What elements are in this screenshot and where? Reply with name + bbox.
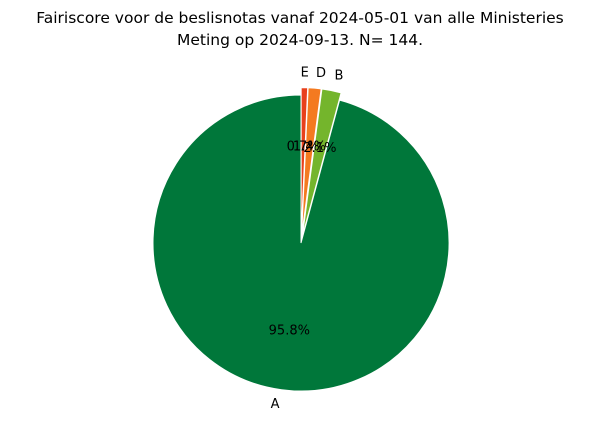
percent-label-e: 0.7% xyxy=(287,139,320,154)
pie-slices xyxy=(152,87,450,392)
percent-label-b: 2.1% xyxy=(303,141,336,156)
category-label-b: B xyxy=(334,69,343,84)
pie-labels: A 95.8% B 2.1% D 1.4% E 0.7% xyxy=(269,65,344,412)
chart-title-line-2: Meting op 2024-09-13. N= 144. xyxy=(176,31,424,49)
chart-title-line-1: Fairiscore voor de beslisnotas vanaf 202… xyxy=(36,9,564,27)
category-label-e: E xyxy=(301,65,309,80)
pie-slice-e xyxy=(300,87,309,236)
pie-slice-a xyxy=(152,94,450,392)
category-label-d: D xyxy=(316,66,326,81)
pie-slice-b xyxy=(301,88,342,236)
percent-label-d: 1.4% xyxy=(293,140,326,155)
percent-label-a: 95.8% xyxy=(269,324,310,339)
category-label-a: A xyxy=(271,397,280,412)
